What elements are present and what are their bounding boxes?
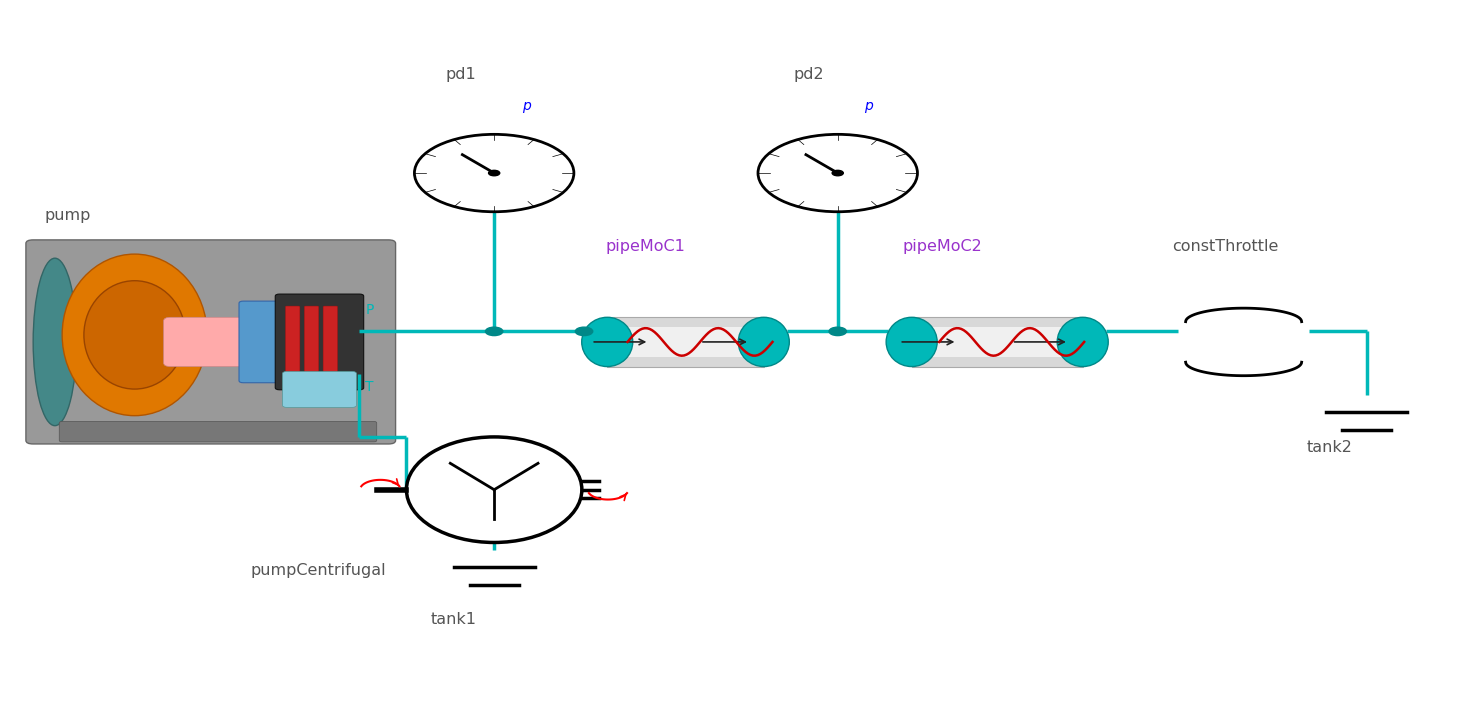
Circle shape [830,327,847,335]
Ellipse shape [34,258,77,426]
Text: T: T [364,380,373,394]
Text: p: p [522,99,531,113]
Ellipse shape [1057,318,1108,367]
Text: P: P [364,303,373,318]
Text: constThrottle: constThrottle [1172,239,1279,254]
Circle shape [576,327,593,335]
Circle shape [833,170,843,176]
FancyBboxPatch shape [26,240,395,444]
FancyBboxPatch shape [607,327,764,357]
Text: pump: pump [45,208,92,223]
Text: pd1: pd1 [446,67,477,82]
Ellipse shape [582,318,633,367]
FancyBboxPatch shape [283,372,356,407]
FancyBboxPatch shape [163,318,265,367]
Text: p: p [863,99,872,113]
FancyBboxPatch shape [239,301,295,383]
FancyBboxPatch shape [324,306,338,378]
FancyBboxPatch shape [911,327,1083,357]
Text: pumpCentrifugal: pumpCentrifugal [251,563,386,578]
FancyBboxPatch shape [911,318,1083,367]
Circle shape [488,170,500,176]
FancyBboxPatch shape [276,294,363,389]
Ellipse shape [886,318,937,367]
Text: tank1: tank1 [430,612,477,627]
Ellipse shape [407,437,582,543]
Circle shape [758,135,917,211]
Ellipse shape [85,281,185,389]
Text: pd2: pd2 [793,67,824,82]
Ellipse shape [63,254,207,416]
Circle shape [486,327,503,335]
FancyBboxPatch shape [607,318,764,367]
FancyBboxPatch shape [286,306,300,378]
FancyBboxPatch shape [305,306,319,378]
FancyBboxPatch shape [60,422,376,442]
Text: pipeMoC1: pipeMoC1 [605,239,685,254]
Text: tank2: tank2 [1306,440,1352,455]
Circle shape [414,135,574,211]
Ellipse shape [738,318,789,367]
Text: pipeMoC2: pipeMoC2 [903,239,983,254]
